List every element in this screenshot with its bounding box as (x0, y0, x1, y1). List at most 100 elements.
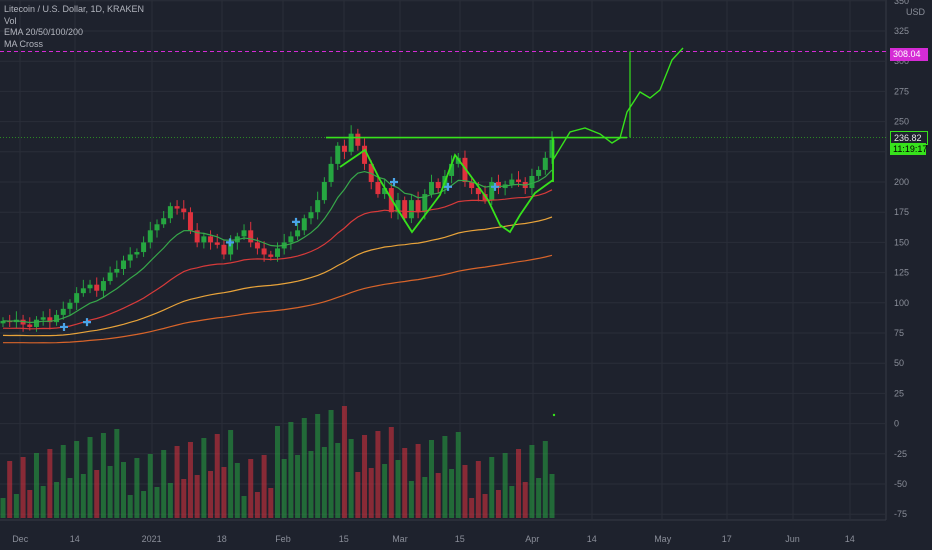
candle-body (275, 248, 280, 257)
volume-bar (542, 441, 548, 518)
candle-body (154, 224, 160, 231)
candle-body (549, 139, 555, 158)
time-tick-label: 15 (455, 534, 465, 544)
candle-body (54, 314, 60, 323)
volume-bar (462, 465, 468, 518)
volume-bar (60, 445, 66, 518)
time-tick-label: May (654, 534, 672, 544)
price-tick-label: 325 (894, 26, 909, 36)
vol-indicator-label[interactable]: Vol (4, 15, 17, 26)
candle-body (208, 236, 214, 243)
time-tick-label: Dec (12, 534, 29, 544)
ema-50-line (2, 189, 553, 330)
volume-bar (428, 440, 434, 518)
candle-body (475, 188, 481, 195)
candle-body (74, 293, 80, 303)
projection-path (552, 47, 684, 161)
price-tick-label: 275 (894, 86, 909, 96)
candle-body (20, 319, 26, 325)
candle-body (415, 200, 421, 213)
volume-bar (248, 459, 254, 518)
time-tick-label: Jun (785, 534, 800, 544)
price-tick-label: 200 (894, 177, 909, 187)
candle-body (301, 218, 307, 231)
candle-body (114, 268, 120, 273)
volume-bar (475, 461, 481, 518)
volume-bar (341, 406, 347, 518)
time-tick-label: 17 (722, 534, 732, 544)
volume-bar (388, 427, 394, 518)
volume-bar (495, 490, 501, 518)
volume-bar (275, 426, 280, 518)
time-tick-label: 14 (70, 534, 80, 544)
volume-bar (422, 477, 428, 518)
candle-body (529, 175, 535, 189)
candle-body (228, 242, 234, 255)
candle-body (94, 284, 100, 291)
candle-body (261, 248, 267, 255)
volume-bar (321, 447, 327, 518)
countdown-tag: 11:19:17 (890, 143, 927, 155)
ema-100-line (2, 216, 553, 337)
price-tick-label: 350 (894, 0, 909, 6)
currency-label: USD (906, 7, 926, 17)
candle-body (181, 208, 187, 213)
volume-bar (147, 454, 153, 518)
candle-body (422, 194, 428, 213)
candle-body (516, 179, 522, 182)
candle-body (40, 317, 46, 320)
time-tick-label: 18 (217, 534, 227, 544)
volume-bar (167, 483, 173, 518)
chart-legend: Litecoin / U.S. Dollar, 1D, KRAKEN Vol E… (4, 4, 144, 50)
symbol-title[interactable]: Litecoin / U.S. Dollar, 1D, KRAKEN (4, 4, 145, 14)
volume-bar (442, 436, 448, 518)
price-tick-label: 250 (894, 117, 909, 127)
volume-bar (114, 429, 120, 518)
ma-cross-marker (226, 238, 234, 247)
time-tick-label: Apr (525, 534, 539, 544)
ma-cross-marker (83, 318, 91, 327)
candle-body (147, 230, 153, 243)
volume-dot (552, 413, 556, 417)
volume-bar (94, 470, 100, 518)
volume-bar (449, 469, 455, 518)
volume-bar (13, 494, 19, 518)
volume-bar (134, 458, 140, 518)
volume-bar (100, 433, 106, 518)
volume-bar (502, 453, 508, 518)
price-tick-label: 300 (894, 56, 909, 66)
candle-body (60, 308, 66, 315)
candle-body (375, 182, 381, 195)
volume-bar (0, 498, 6, 518)
volume-bar (415, 444, 421, 518)
ma-cross-marker (390, 178, 398, 186)
time-tick-label: 14 (845, 534, 855, 544)
candle-body (362, 145, 368, 164)
candle-body (121, 260, 127, 269)
candle-body (328, 163, 334, 182)
candle-body (288, 236, 294, 243)
ma-cross-indicator-label[interactable]: MA Cross (4, 38, 44, 49)
price-tick-label: -75 (894, 509, 907, 519)
volume-bar (201, 438, 207, 518)
volume-bar (80, 474, 86, 518)
candle-body (174, 206, 180, 209)
volume-bar (516, 449, 522, 518)
price-tick-label: 150 (894, 237, 909, 247)
ema-indicator-label[interactable]: EMA 20/50/100/200 (4, 27, 84, 37)
volume-bar (141, 491, 147, 518)
candle-body (542, 157, 548, 170)
time-tick-label: 15 (339, 534, 349, 544)
volume-bar (121, 462, 127, 518)
candle-body (402, 200, 408, 219)
candle-body (428, 182, 434, 195)
volume-bar (27, 490, 33, 518)
volume-bar (482, 494, 488, 518)
candle-body (462, 157, 468, 182)
candle-body (295, 230, 301, 237)
volume-bar (549, 474, 555, 518)
volume-bar (33, 453, 39, 518)
candle-body (201, 236, 207, 243)
